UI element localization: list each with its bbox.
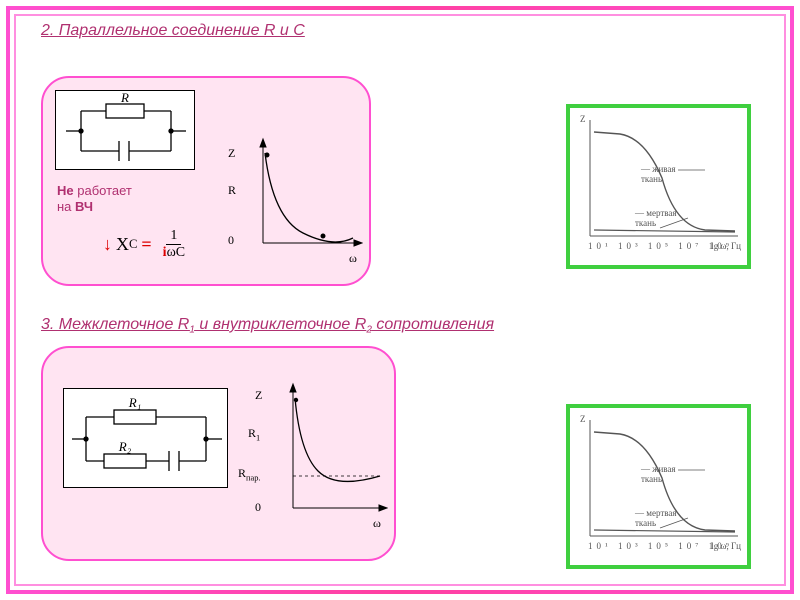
- curve-dead: — мертвая ткань: [635, 208, 695, 228]
- curve-living-2: — живая ткань: [641, 464, 695, 484]
- r1-label: R₁: [128, 395, 141, 410]
- axis-zero-label: 0: [228, 233, 234, 248]
- section-2-title: 2. Параллельное соединение R и C: [41, 22, 305, 40]
- axis-zero-label-2: 0: [255, 500, 261, 515]
- curve-living: — живая ткань: [641, 164, 695, 184]
- axis-omega-label-2: ω: [373, 516, 381, 531]
- formula-xc: ↓ XC = 1 iωC: [103, 228, 192, 261]
- circuit-r1-r2c: R₁ R₂: [63, 388, 228, 488]
- circuit-rc-parallel: R: [55, 90, 195, 170]
- axis-omega-label: ω: [349, 251, 357, 266]
- section-3-panel: R₁ R₂ Z R1 Rпар. 0 ω: [41, 346, 396, 561]
- section-2-panel: R Не работает на ВЧ ↓ XC = 1 iωC: [41, 76, 371, 286]
- tissue-chart-2: Z — живая ткань — мертвая ткань 10¹ 10³ …: [566, 404, 751, 569]
- axis-r-label: R: [228, 183, 236, 198]
- axis-z-2: Z: [580, 414, 586, 424]
- chart-z-omega-rc: [243, 133, 363, 263]
- r2-label: R₂: [118, 439, 132, 454]
- axis-z: Z: [580, 114, 586, 124]
- axis-r1-label: R1: [248, 426, 260, 442]
- xlab-2: lg ω, Гц: [711, 541, 741, 551]
- curve-dead-2: — мертвая ткань: [635, 508, 695, 528]
- note-hf: Не работает на ВЧ: [57, 183, 132, 216]
- arrow-down-icon: ↓: [103, 234, 112, 255]
- tissue-chart-1: Z — живая ткань — мертвая ткань 10¹ 10³ …: [566, 104, 751, 269]
- axis-rpar-label: Rпар.: [238, 466, 261, 482]
- section-3-title: 3. Межклеточное R1 и внутриклеточное R2 …: [41, 316, 494, 335]
- resistor-label: R: [120, 91, 129, 105]
- xlab: lg ω, Гц: [711, 241, 741, 251]
- chart-z-omega-r1r2: [268, 378, 388, 528]
- axis-z-label: Z: [228, 146, 235, 161]
- axis-z-label-2: Z: [255, 388, 262, 403]
